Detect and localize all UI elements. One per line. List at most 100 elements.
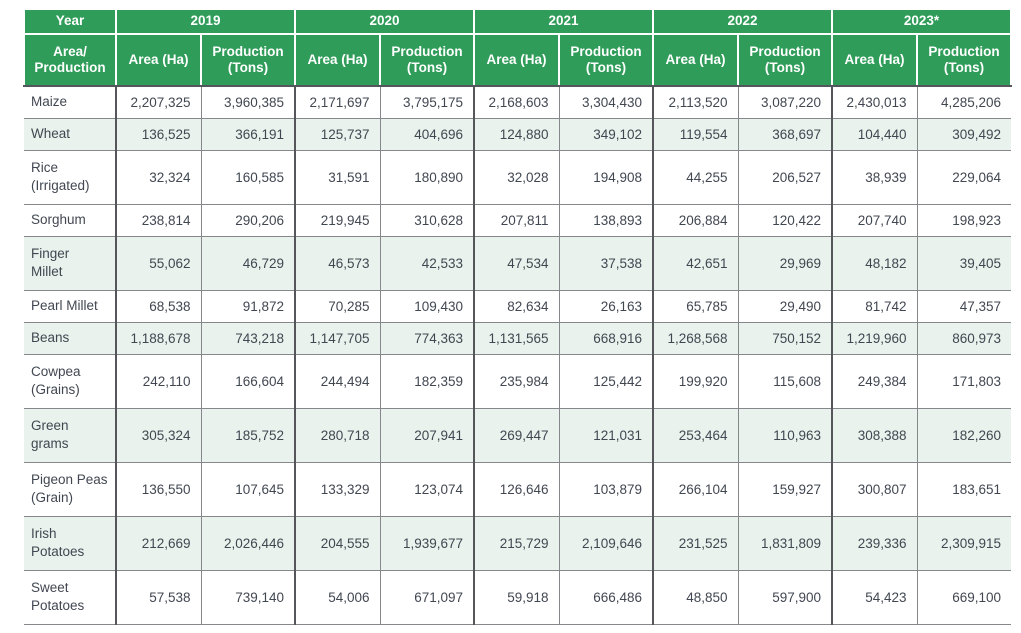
row-label: Sorghum [24,203,117,237]
production-cell: 3,960,385 [200,85,296,119]
production-cell: 4,285,206 [916,85,1011,119]
area-cell: 269,447 [473,407,560,463]
area-cell: 280,718 [294,407,381,463]
area-cell: 2,168,603 [473,85,560,119]
year-header: 2020 [294,8,475,35]
area-cell: 305,324 [115,407,202,463]
area-cell: 38,939 [831,149,918,205]
production-cell: 3,087,220 [737,85,833,119]
table-row: Pearl Millet 68,538 91,872 70,285 109,430 82,… [24,289,1011,323]
production-cell: 739,140 [200,569,296,625]
area-cell: 2,171,697 [294,85,381,119]
year-header: 2022 [652,8,833,35]
area-cell: 207,811 [473,203,560,237]
area-cell: 1,147,705 [294,321,381,355]
year-header-row: Year 2019 2020 2021 2022 2023* [23,8,1012,35]
row-label: Pigeon Peas (Grain) [24,461,117,517]
area-cell: 54,006 [294,569,381,625]
production-cell: 166,604 [200,353,296,409]
production-cell: 229,064 [916,149,1011,205]
table-row: Irish Potatoes 212,669 2,026,446 204,555 1,9… [24,515,1011,571]
production-cell: 194,908 [558,149,654,205]
area-cell: 2,113,520 [652,85,739,119]
production-cell: 1,939,677 [379,515,475,571]
area-cell: 125,737 [294,117,381,151]
area-cell: 212,669 [115,515,202,571]
production-cell: 47,357 [916,289,1011,323]
area-cell: 219,945 [294,203,381,237]
area-cell: 32,028 [473,149,560,205]
row-label: Cowpea (Grains) [24,353,117,409]
area-header: Area (Ha) [115,33,202,87]
production-cell: 3,304,430 [558,85,654,119]
area-cell: 119,554 [652,117,739,151]
production-cell: 182,359 [379,353,475,409]
production-cell: 29,969 [737,235,833,291]
area-cell: 124,880 [473,117,560,151]
row-label: Beans [24,321,117,355]
production-cell: 774,363 [379,321,475,355]
table-row: Sorghum 238,814 290,206 219,945 310,628 207,8… [24,203,1011,237]
production-cell: 1,831,809 [737,515,833,571]
row-label: Maize [24,85,117,119]
table-row: Maize 2,207,325 3,960,385 2,171,697 3,795,17… [24,85,1011,119]
area-cell: 82,634 [473,289,560,323]
production-cell: 290,206 [200,203,296,237]
production-cell: 207,941 [379,407,475,463]
area-cell: 2,430,013 [831,85,918,119]
production-header: Production (Tons) [558,33,654,87]
production-cell: 125,442 [558,353,654,409]
area-cell: 235,984 [473,353,560,409]
production-cell: 366,191 [200,117,296,151]
area-cell: 65,785 [652,289,739,323]
production-cell: 39,405 [916,235,1011,291]
area-cell: 44,255 [652,149,739,205]
area-cell: 1,131,565 [473,321,560,355]
table-row: Wheat 136,525 366,191 125,737 404,696 124,880… [24,117,1011,151]
production-cell: 185,752 [200,407,296,463]
corner-year-header: Year [23,8,117,35]
row-label: Wheat [24,117,117,151]
table-row: Green grams 305,324 185,752 280,718 207,941 2… [24,407,1011,463]
table-row: Cowpea (Grains) 242,110 166,604 244,494 182,… [24,353,1011,409]
area-cell: 2,207,325 [115,85,202,119]
production-cell: 182,260 [916,407,1011,463]
area-cell: 206,884 [652,203,739,237]
table-header: Year 2019 2020 2021 2022 2023* Area/ Pro… [23,8,1012,87]
production-cell: 206,527 [737,149,833,205]
row-label: Pearl Millet [24,289,117,323]
production-cell: 107,645 [200,461,296,517]
production-cell: 37,538 [558,235,654,291]
area-header: Area (Ha) [294,33,381,87]
area-cell: 266,104 [652,461,739,517]
area-cell: 1,188,678 [115,321,202,355]
area-cell: 136,550 [115,461,202,517]
production-cell: 310,628 [379,203,475,237]
area-cell: 249,384 [831,353,918,409]
production-cell: 103,879 [558,461,654,517]
production-header: Production (Tons) [916,33,1012,87]
area-cell: 104,440 [831,117,918,151]
production-cell: 669,100 [916,569,1011,625]
area-cell: 244,494 [294,353,381,409]
production-cell: 91,872 [200,289,296,323]
area-cell: 133,329 [294,461,381,517]
area-cell: 239,336 [831,515,918,571]
production-cell: 121,031 [558,407,654,463]
row-label: Sweet Potatoes [24,569,117,625]
area-cell: 300,807 [831,461,918,517]
year-header: 2021 [473,8,654,35]
area-cell: 136,525 [115,117,202,151]
area-cell: 126,646 [473,461,560,517]
table-body: Maize 2,207,325 3,960,385 2,171,697 3,795,17… [24,85,1011,625]
area-cell: 31,591 [294,149,381,205]
area-header: Area (Ha) [831,33,918,87]
production-cell: 26,163 [558,289,654,323]
production-cell: 138,893 [558,203,654,237]
row-label: Rice (Irrigated) [24,149,117,205]
production-cell: 110,963 [737,407,833,463]
area-cell: 308,388 [831,407,918,463]
table-row: Pigeon Peas (Grain) 136,550 107,645 133,329… [24,461,1011,517]
production-cell: 349,102 [558,117,654,151]
area-cell: 207,740 [831,203,918,237]
